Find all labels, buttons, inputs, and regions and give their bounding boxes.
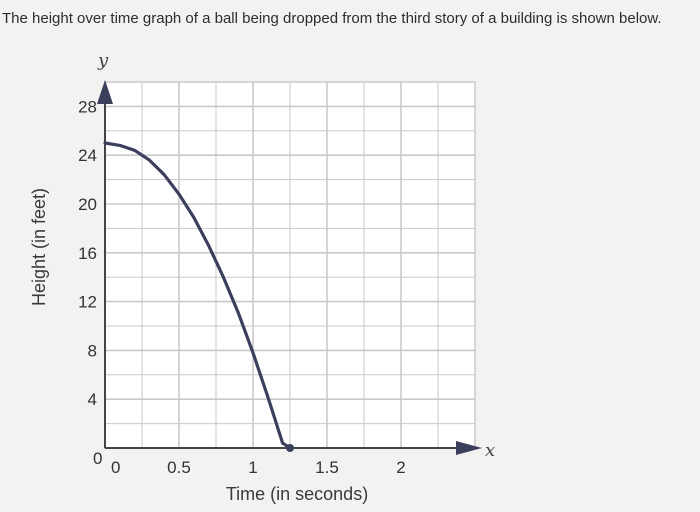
y-tick-label: 20 xyxy=(78,195,97,214)
origin-y-label: 0 xyxy=(93,449,102,468)
y-tick-label: 4 xyxy=(88,390,97,409)
y-axis-title: Height (in feet) xyxy=(29,188,49,306)
grid xyxy=(104,81,476,449)
y-tick-label: 12 xyxy=(78,293,97,312)
x-tick-label: 2 xyxy=(396,458,405,477)
y-tick-label: 16 xyxy=(78,244,97,263)
x-tick-label: 1.5 xyxy=(315,458,339,477)
y-tick-label: 8 xyxy=(88,341,97,360)
x-tick-label: 0.5 xyxy=(167,458,191,477)
question-text: The height over time graph of a ball bei… xyxy=(2,10,662,27)
series-group xyxy=(103,141,294,452)
y-tick-label: 28 xyxy=(78,97,97,116)
x-axis-title: Time (in seconds) xyxy=(226,484,368,504)
curve-endpoint xyxy=(286,444,294,452)
y-tick-labels: 4 8 12 16 20 24 28 xyxy=(78,97,97,409)
x-tick-labels: 0.5 1 1.5 2 xyxy=(167,458,406,477)
y-axis-letter: y xyxy=(97,50,109,71)
x-axis-arrow xyxy=(456,441,482,455)
height-curve xyxy=(103,141,292,450)
y-tick-label: 24 xyxy=(78,146,97,165)
x-axis-letter: x xyxy=(485,440,495,461)
x-tick-label: 1 xyxy=(248,458,257,477)
y-axis-arrow xyxy=(97,80,113,104)
origin-x-label: 0 xyxy=(111,458,120,477)
